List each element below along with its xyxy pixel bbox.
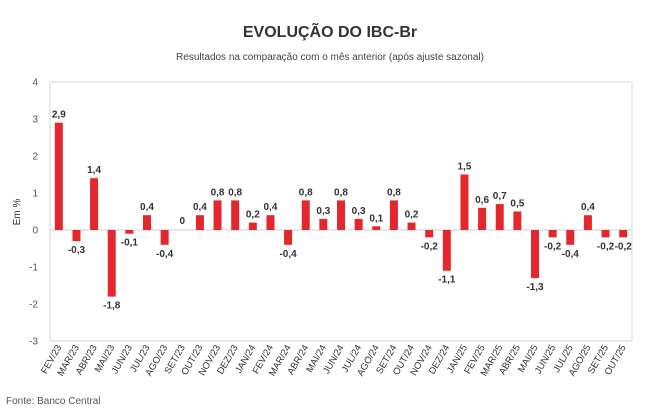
data-label: 0,4 (581, 202, 595, 213)
data-label: 0,1 (369, 213, 383, 224)
y-tick-label: 1 (32, 189, 38, 200)
data-label: -1,3 (526, 282, 544, 293)
bar (107, 230, 116, 297)
bar (619, 230, 628, 238)
data-label: 1,4 (87, 165, 101, 176)
bar (195, 215, 204, 230)
data-label: 0,4 (193, 202, 207, 213)
bar (531, 230, 539, 279)
data-label: 0,8 (211, 187, 225, 198)
bar (548, 230, 557, 238)
chart-title: EVOLUÇÃO DO IBC-Br (243, 21, 417, 41)
data-label: -0,1 (121, 238, 139, 249)
y-tick-label: 2 (32, 152, 38, 163)
data-label: 0,8 (387, 187, 401, 198)
y-tick-label: -3 (29, 337, 38, 348)
data-label: 0,5 (510, 199, 524, 210)
bar (337, 200, 345, 230)
data-label: -0,3 (68, 245, 86, 256)
bar (90, 178, 99, 230)
source-note: Fonte: Banco Central (6, 396, 101, 407)
bar (266, 215, 275, 230)
data-label: -0,2 (421, 241, 439, 252)
y-tick-label: -2 (29, 300, 38, 311)
bar (231, 200, 240, 230)
bar (513, 211, 522, 230)
bar (601, 230, 610, 238)
data-label: 0,8 (334, 187, 348, 198)
bar (125, 230, 134, 234)
data-label: 2,9 (52, 110, 66, 121)
data-label: 0,7 (493, 191, 507, 202)
data-label: -1,8 (103, 301, 121, 312)
data-label: 0,2 (405, 210, 419, 221)
y-tick-label: -1 (29, 263, 38, 274)
y-tick-label: 0 (32, 226, 38, 237)
bar (372, 226, 381, 230)
y-axis-label: Em % (12, 199, 23, 226)
data-label: -0,4 (156, 249, 174, 260)
bar (284, 230, 293, 245)
data-label: 0,6 (475, 195, 489, 206)
data-label: 0,4 (140, 202, 154, 213)
data-label: 0,2 (246, 210, 260, 221)
plot-area (49, 81, 633, 342)
y-tick-label: 3 (32, 115, 38, 126)
data-label: -0,2 (597, 241, 615, 252)
data-label: -0,2 (544, 241, 562, 252)
data-label: 0,3 (352, 206, 366, 217)
bar (72, 230, 81, 242)
bar (143, 215, 151, 230)
bar (160, 230, 169, 245)
data-label: 0 (179, 216, 185, 227)
chart-subtitle: Resultados na comparação com o mês anter… (176, 52, 484, 63)
bar (442, 230, 451, 271)
bar (301, 200, 310, 230)
data-labels: 2,9-0,31,4-1,8-0,10,4-0,400,40,8 0,80,20,… (52, 110, 632, 312)
bar (425, 230, 434, 238)
data-label: 0,3 (316, 206, 330, 217)
bar (460, 174, 469, 230)
bar (213, 200, 222, 230)
data-label: -0,4 (562, 249, 580, 260)
data-label: 1,5 (458, 162, 472, 173)
data-label: 0,4 (264, 202, 278, 213)
data-label: -0,4 (279, 249, 297, 260)
data-label: 0,8 (228, 187, 242, 198)
data-label: -0,2 (615, 241, 633, 252)
bar (478, 207, 487, 230)
bar (54, 122, 63, 230)
bar (354, 218, 363, 230)
bar (495, 204, 504, 230)
data-label: -1,1 (438, 275, 456, 286)
bar (389, 200, 398, 230)
bar (319, 218, 328, 230)
bar-series (54, 122, 628, 297)
bar (566, 230, 575, 245)
bar (407, 222, 416, 230)
bar (248, 222, 257, 230)
y-tick-label: 4 (32, 78, 38, 89)
x-axis: FEV/23MAR/23ABR/23MAI/23JUN/23JUL/23AGO/… (39, 343, 629, 378)
bar (583, 215, 592, 230)
data-label: 0,8 (299, 187, 313, 198)
